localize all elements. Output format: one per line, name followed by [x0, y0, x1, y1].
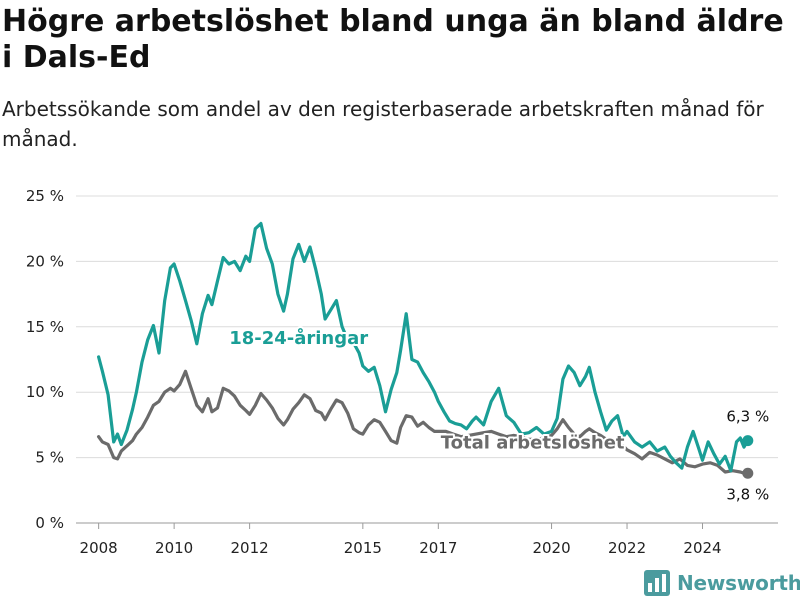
series-line-total: [97, 369, 750, 475]
brand-logo: Newsworthy: [644, 566, 800, 600]
x-tick-label: 2020: [532, 539, 570, 557]
y-tick-label: 15 %: [26, 318, 64, 336]
series-labels: 6,3 % 3,8 % 18-24-åringar Total arbetslöshe…: [227, 325, 769, 503]
y-tick-label: 25 %: [26, 187, 64, 205]
newsworthy-logo-icon: [644, 570, 670, 596]
x-tick-label: 2022: [608, 539, 646, 557]
series-end-point-youth: [742, 435, 754, 447]
x-tick-label: 2010: [155, 539, 193, 557]
series-lines: [97, 221, 754, 479]
series-end-point-total: [742, 467, 754, 479]
y-tick-label: 20 %: [26, 252, 64, 270]
axes: 0 % 5 % 10 % 15 % 20 % 25 % 2008 2010 2012 2015 20…: [26, 187, 722, 557]
x-tick-label: 2024: [683, 539, 721, 557]
x-tick-label: 2017: [419, 539, 457, 557]
series-line-youth: [97, 221, 750, 473]
y-tick-label: 10 %: [26, 383, 64, 401]
series-name-label-youth: 18-24-åringar: [229, 327, 368, 349]
series-name-label-total: Total arbetslöshet: [441, 432, 625, 453]
x-tick-label: 2012: [231, 539, 269, 557]
y-tick-label: 0 %: [35, 514, 64, 532]
gridlines: [76, 195, 778, 524]
brand-name: Newsworthy: [677, 571, 800, 595]
chart-subtitle: Arbetssökande som andel av den registerb…: [2, 97, 764, 151]
series-end-label-total: 3,8 %: [726, 485, 769, 503]
x-tick-label: 2015: [344, 539, 382, 557]
series-end-label-youth: 6,3 %: [726, 408, 769, 426]
x-tick-label: 2008: [80, 539, 118, 557]
chart-title: Högre arbetslöshet bland unga än bland ä…: [2, 4, 784, 75]
y-tick-label: 5 %: [35, 449, 64, 467]
